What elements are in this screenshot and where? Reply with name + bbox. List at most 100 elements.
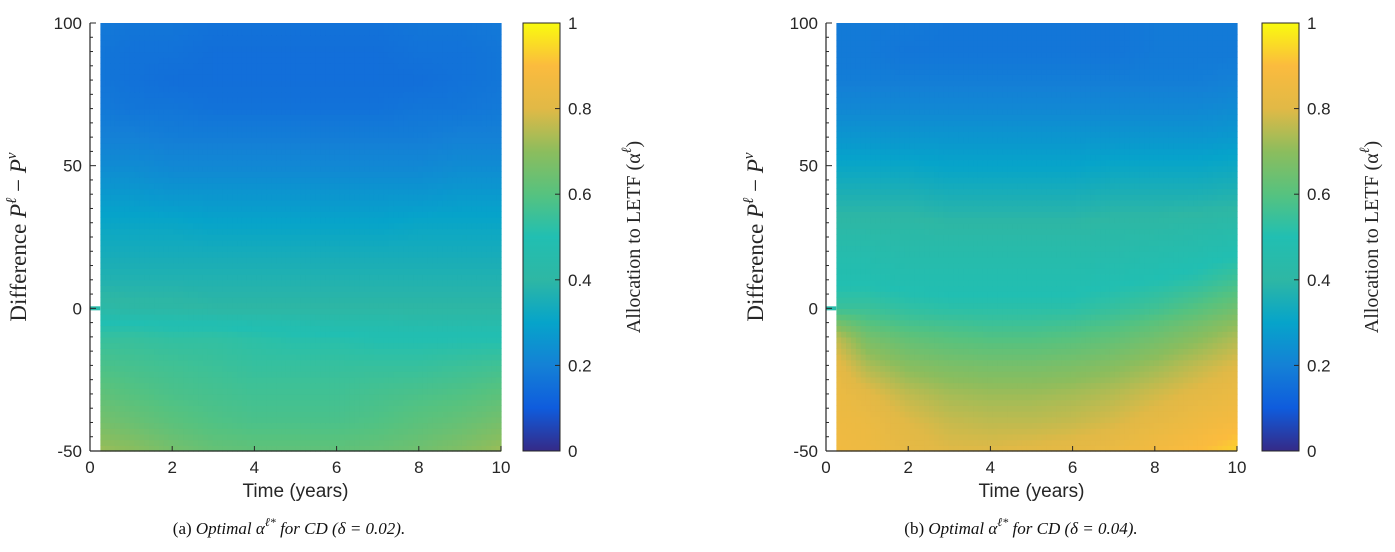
heatmap-cell <box>417 382 424 389</box>
heatmap-cell <box>369 308 375 315</box>
heatmap-cell <box>315 411 321 418</box>
heatmap-cell <box>139 182 145 190</box>
heatmap-cell <box>105 371 111 378</box>
heatmap-cell <box>427 411 434 418</box>
heatmap-cell <box>393 194 399 201</box>
heatmap-cell <box>188 342 194 349</box>
heatmap-cell <box>334 188 341 195</box>
heatmap-cell <box>339 325 346 332</box>
heatmap-cell <box>129 154 136 161</box>
heatmap-cell <box>202 439 209 446</box>
heatmap-cell <box>496 365 502 372</box>
heatmap-cell <box>320 388 326 395</box>
heatmap-cell <box>256 291 263 298</box>
heatmap-cell <box>437 353 443 361</box>
heatmap-cell <box>178 188 184 195</box>
heatmap-cell <box>422 108 429 115</box>
heatmap-cell <box>452 120 458 127</box>
heatmap-cell <box>188 445 194 452</box>
heatmap-cell <box>481 291 487 298</box>
heatmap-cell <box>452 228 458 235</box>
heatmap-cell <box>173 399 180 406</box>
heatmap-cell <box>207 205 214 212</box>
heatmap-cell <box>359 120 365 127</box>
heatmap-cell <box>413 228 419 235</box>
heatmap-cell <box>422 308 429 315</box>
heatmap-cell <box>452 188 458 195</box>
heatmap-cell <box>476 194 483 201</box>
heatmap-cell <box>119 405 126 412</box>
heatmap-cell <box>154 217 160 224</box>
heatmap-cell <box>481 428 487 435</box>
heatmap-cell <box>442 154 448 161</box>
heatmap-cell <box>442 171 448 178</box>
heatmap-cell <box>285 137 292 144</box>
heatmap-cell <box>114 159 121 167</box>
heatmap-cell <box>383 376 390 384</box>
heatmap-cell <box>432 274 439 281</box>
heatmap-cell <box>241 108 248 115</box>
heatmap-cell <box>393 302 399 309</box>
heatmap-cell <box>227 148 233 155</box>
heatmap-cell <box>349 222 355 230</box>
heatmap-cell <box>359 405 365 412</box>
heatmap-cell <box>124 428 131 435</box>
heatmap-cell <box>427 314 434 321</box>
heatmap-cell <box>310 433 316 441</box>
heatmap-cell <box>359 171 365 178</box>
heatmap-cell <box>149 405 155 412</box>
heatmap-cell <box>158 102 165 110</box>
heatmap-cell <box>114 422 121 429</box>
heatmap-cell <box>144 296 150 304</box>
heatmap-cell <box>285 393 292 401</box>
heatmap-cell <box>471 268 478 275</box>
heatmap-cell <box>310 445 316 452</box>
heatmap-cell <box>354 251 360 258</box>
heatmap-cell <box>388 291 395 298</box>
heatmap-cell <box>354 393 360 401</box>
heatmap-cell <box>491 120 497 127</box>
heatmap-cell <box>334 285 341 292</box>
heatmap-cell <box>300 308 307 315</box>
heatmap-cell <box>139 439 145 446</box>
heatmap-cell <box>442 342 448 349</box>
heatmap-cell <box>442 353 448 361</box>
heatmap-cell <box>437 177 443 184</box>
heatmap-cell <box>393 382 399 389</box>
heatmap-cell <box>417 114 424 121</box>
heatmap-cell <box>471 211 478 218</box>
heatmap-cell <box>383 148 390 155</box>
heatmap-cell <box>134 325 140 332</box>
heatmap-cell <box>114 125 121 133</box>
heatmap-cell <box>188 199 194 207</box>
heatmap-cell <box>403 148 409 155</box>
heatmap-cell <box>442 268 448 275</box>
heatmap-cell <box>285 159 292 167</box>
heatmap-cell <box>300 291 307 298</box>
heatmap-cell <box>369 148 375 155</box>
heatmap-cell <box>256 205 263 212</box>
heatmap-cell <box>188 359 194 366</box>
heatmap-cell <box>481 302 487 309</box>
heatmap-cell <box>486 217 492 224</box>
heatmap-cell <box>285 353 292 361</box>
heatmap-cell <box>457 188 463 195</box>
heatmap-cell <box>383 217 390 224</box>
heatmap-cell <box>359 291 365 298</box>
heatmap-cell <box>188 262 194 269</box>
heatmap-cell <box>461 211 468 218</box>
heatmap-cell <box>222 194 228 201</box>
heatmap-cell <box>315 205 321 212</box>
heatmap-cell <box>271 194 277 201</box>
heatmap-cell <box>178 171 184 178</box>
heatmap-cell <box>354 137 360 144</box>
heatmap-cell <box>388 205 395 212</box>
heatmap-cell <box>378 131 385 138</box>
heatmap-cell <box>154 399 160 406</box>
heatmap-cell <box>290 445 297 452</box>
heatmap-cell <box>100 182 106 190</box>
heatmap-cell <box>457 365 463 372</box>
heatmap-cell <box>144 433 150 441</box>
heatmap-cell <box>457 159 463 167</box>
heatmap-cell <box>134 125 140 133</box>
